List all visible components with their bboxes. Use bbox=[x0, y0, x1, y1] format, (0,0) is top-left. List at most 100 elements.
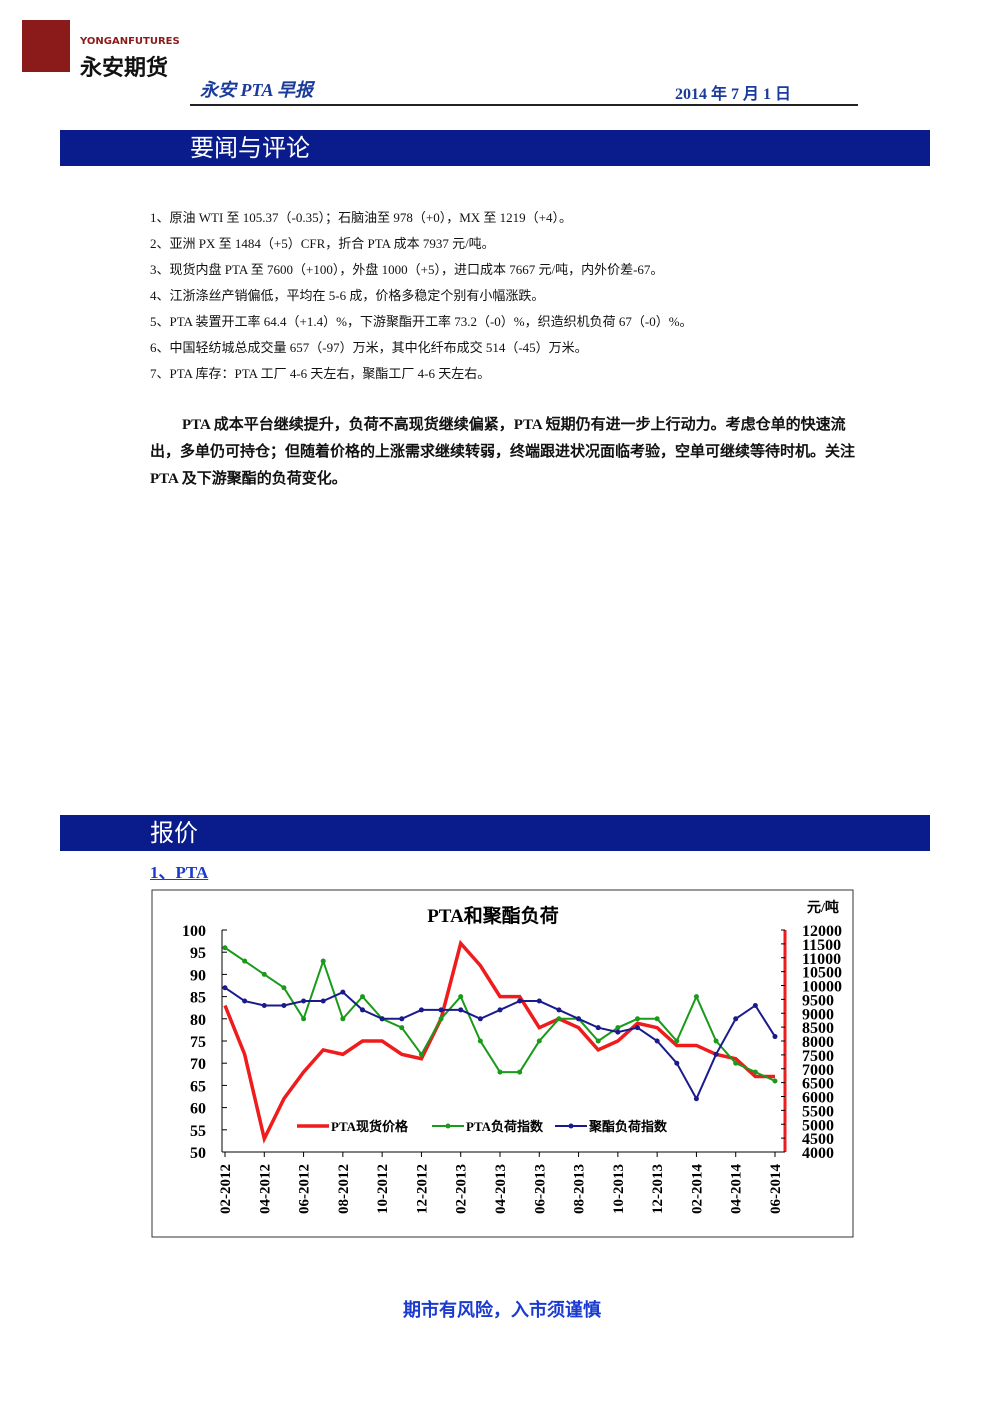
footer: 期市有风险，入市须谨慎 bbox=[403, 1300, 601, 1320]
series-point bbox=[693, 1096, 699, 1102]
y-tick-label: 65 bbox=[190, 1078, 206, 1095]
series-point bbox=[772, 1034, 778, 1040]
x-tick-label: 04-2014 bbox=[729, 1164, 745, 1214]
series-point bbox=[615, 1025, 621, 1031]
series-point bbox=[399, 1025, 405, 1031]
series-point bbox=[693, 994, 699, 1000]
series-point bbox=[222, 985, 228, 991]
series-line bbox=[223, 939, 775, 1144]
y2-tick-label: 5500 bbox=[802, 1103, 834, 1120]
series-point bbox=[418, 1007, 424, 1013]
y-tick-label: 60 bbox=[190, 1101, 206, 1118]
series-point bbox=[242, 958, 248, 964]
section-bar: 报价 bbox=[60, 815, 930, 851]
chart-title: PTA和聚酯负荷 bbox=[427, 904, 559, 927]
series-point bbox=[360, 994, 365, 1000]
series-point bbox=[733, 1060, 739, 1066]
news-item: 7、PTA 库存：PTA 工厂 4-6 天左右，聚酯工厂 4-6 天左右。 bbox=[150, 366, 491, 381]
y-tick-label: 75 bbox=[190, 1034, 206, 1051]
y2-tick-label: 11000 bbox=[802, 951, 841, 968]
news-item: 6、中国轻纺城总成交量 657（-97）万米，其中化纤布成交 514（-45）万… bbox=[150, 340, 588, 355]
x-tick-label: 06-2013 bbox=[532, 1164, 548, 1214]
series-point bbox=[320, 998, 326, 1004]
legend-marker bbox=[568, 1123, 574, 1129]
series-point bbox=[261, 971, 267, 977]
y-tick-label: 100 bbox=[182, 923, 206, 940]
y2-tick-label: 7000 bbox=[802, 1062, 834, 1079]
series-point bbox=[615, 1029, 621, 1035]
x-tick-label: 04-2012 bbox=[257, 1164, 273, 1214]
news-item: 5、PTA 装置开工率 64.4（+1.4）%，下游聚酯开工率 73.2（-0）… bbox=[150, 314, 693, 329]
news-item: 2、亚洲 PX 至 1484（+5）CFR，折合 PTA 成本 7937 元/吨… bbox=[150, 236, 495, 251]
series-point bbox=[556, 1016, 562, 1022]
subsection-title: 1、PTA bbox=[150, 863, 209, 882]
legend-label: PTA现货价格 bbox=[331, 1119, 409, 1134]
y2-axis-label: 元/吨 bbox=[807, 899, 839, 916]
series-point bbox=[536, 1038, 542, 1044]
series-point bbox=[674, 1038, 680, 1044]
series-point bbox=[517, 998, 523, 1004]
series-point bbox=[497, 1007, 503, 1013]
comment: PTA 成本平台继续提升，负荷不高现货继续偏紧，PTA 短期仍有进一步上行动力。… bbox=[150, 417, 856, 487]
x-tick-label: 10-2012 bbox=[375, 1164, 391, 1214]
series-point bbox=[733, 1016, 739, 1022]
header-rule bbox=[190, 104, 858, 106]
x-tick-label: 08-2013 bbox=[572, 1164, 588, 1214]
series-point bbox=[418, 1051, 424, 1057]
series-point bbox=[595, 1038, 601, 1044]
series-point bbox=[399, 1016, 405, 1022]
y2-tick-label: 6000 bbox=[802, 1090, 834, 1107]
series-point bbox=[635, 1025, 640, 1031]
x-tick-label: 12-2013 bbox=[650, 1164, 666, 1214]
news-item: 1、原油 WTI 至 105.37（-0.35）；石脑油至 978（+0），MX… bbox=[150, 210, 572, 225]
news-item: 3、现货内盘 PTA 至 7600（+100），外盘 1000（+5），进口成本… bbox=[150, 262, 664, 277]
series-point bbox=[576, 1016, 582, 1022]
legend-label: 聚酯负荷指数 bbox=[588, 1119, 668, 1134]
series-point bbox=[360, 1007, 365, 1013]
logo-cn: 永安期货 bbox=[80, 56, 169, 81]
y2-tick-label: 8500 bbox=[802, 1020, 834, 1037]
x-tick-label: 06-2014 bbox=[768, 1164, 784, 1214]
report-date: 2014 年 7 月 1 日 bbox=[675, 86, 792, 103]
x-tick-label: 08-2012 bbox=[336, 1164, 352, 1214]
x-tick-label: 02-2014 bbox=[689, 1164, 705, 1214]
series-point bbox=[772, 1078, 778, 1084]
news-item: 4、江浙涤丝产销偏低，平均在 5-6 成，价格多稳定个别有小幅涨跌。 bbox=[150, 288, 545, 303]
y-tick-label: 80 bbox=[190, 1012, 206, 1029]
x-tick-label: 12-2012 bbox=[414, 1164, 430, 1214]
series-point bbox=[752, 1069, 758, 1075]
x-tick-label: 02-2012 bbox=[218, 1164, 234, 1214]
series-point bbox=[477, 1038, 483, 1044]
series-point bbox=[517, 1069, 523, 1075]
series-point bbox=[477, 1016, 483, 1022]
series-point bbox=[713, 1038, 719, 1044]
series-point bbox=[301, 998, 307, 1004]
y2-tick-label: 8000 bbox=[802, 1034, 834, 1051]
y-tick-label: 70 bbox=[190, 1056, 206, 1073]
series-point bbox=[281, 985, 287, 991]
series-point bbox=[242, 998, 248, 1004]
y2-tick-label: 5000 bbox=[802, 1117, 834, 1134]
series-point bbox=[301, 1016, 307, 1022]
series-point bbox=[438, 1016, 444, 1022]
y2-tick-label: 9500 bbox=[802, 992, 834, 1009]
series-point bbox=[458, 994, 464, 1000]
series-point bbox=[261, 1002, 267, 1008]
series-point bbox=[713, 1051, 719, 1057]
x-tick-label: 02-2013 bbox=[454, 1164, 470, 1214]
y2-tick-label: 11500 bbox=[802, 937, 841, 954]
series-point bbox=[438, 1007, 444, 1013]
series-point bbox=[497, 1069, 503, 1075]
series-point bbox=[674, 1060, 680, 1066]
series-point bbox=[379, 1016, 385, 1022]
series-point bbox=[654, 1016, 660, 1022]
legend-label: PTA负荷指数 bbox=[466, 1119, 544, 1134]
series-point bbox=[222, 945, 228, 951]
y2-tick-label: 9000 bbox=[802, 1006, 834, 1023]
y-tick-label: 90 bbox=[190, 967, 206, 984]
report-title: 永安 PTA 早报 bbox=[200, 80, 314, 100]
series-point bbox=[340, 989, 346, 995]
y2-tick-label: 12000 bbox=[802, 923, 842, 940]
